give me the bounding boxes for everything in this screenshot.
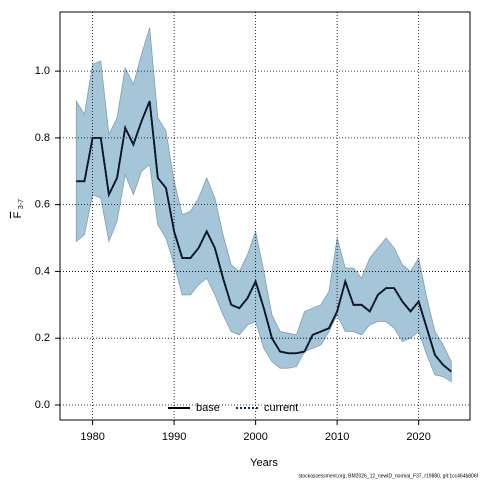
- footer: stockassessment.org, BM2026_12_newID_nor…: [298, 473, 478, 479]
- x-tick-label: 1980: [80, 431, 104, 443]
- x-axis-label: Years: [250, 457, 278, 469]
- y-tick-label: 0.2: [35, 332, 50, 344]
- series-line: [76, 100, 452, 373]
- legend-label: current: [264, 402, 298, 414]
- legend-label: base: [196, 402, 220, 414]
- plot-frame: [59, 11, 471, 421]
- x-tick-label: 1990: [162, 431, 186, 443]
- y-tick-label: 0.6: [35, 199, 50, 211]
- y-tick-label: 0.8: [35, 132, 50, 144]
- y-axis-label: F: [12, 211, 24, 218]
- confidence-band: [75, 27, 452, 383]
- x-tick-label: 2010: [325, 431, 349, 443]
- y-tick-label: 0.0: [35, 399, 50, 411]
- y-tick-label: 0.4: [35, 265, 50, 277]
- y-tick-label: 1.0: [35, 65, 50, 77]
- y-axis-label-subscript: 3-7: [18, 199, 25, 209]
- y-axis-label-group: F 3-7: [12, 199, 25, 219]
- x-tick-label: 2020: [406, 431, 430, 443]
- x-tick-label: 2000: [243, 431, 267, 443]
